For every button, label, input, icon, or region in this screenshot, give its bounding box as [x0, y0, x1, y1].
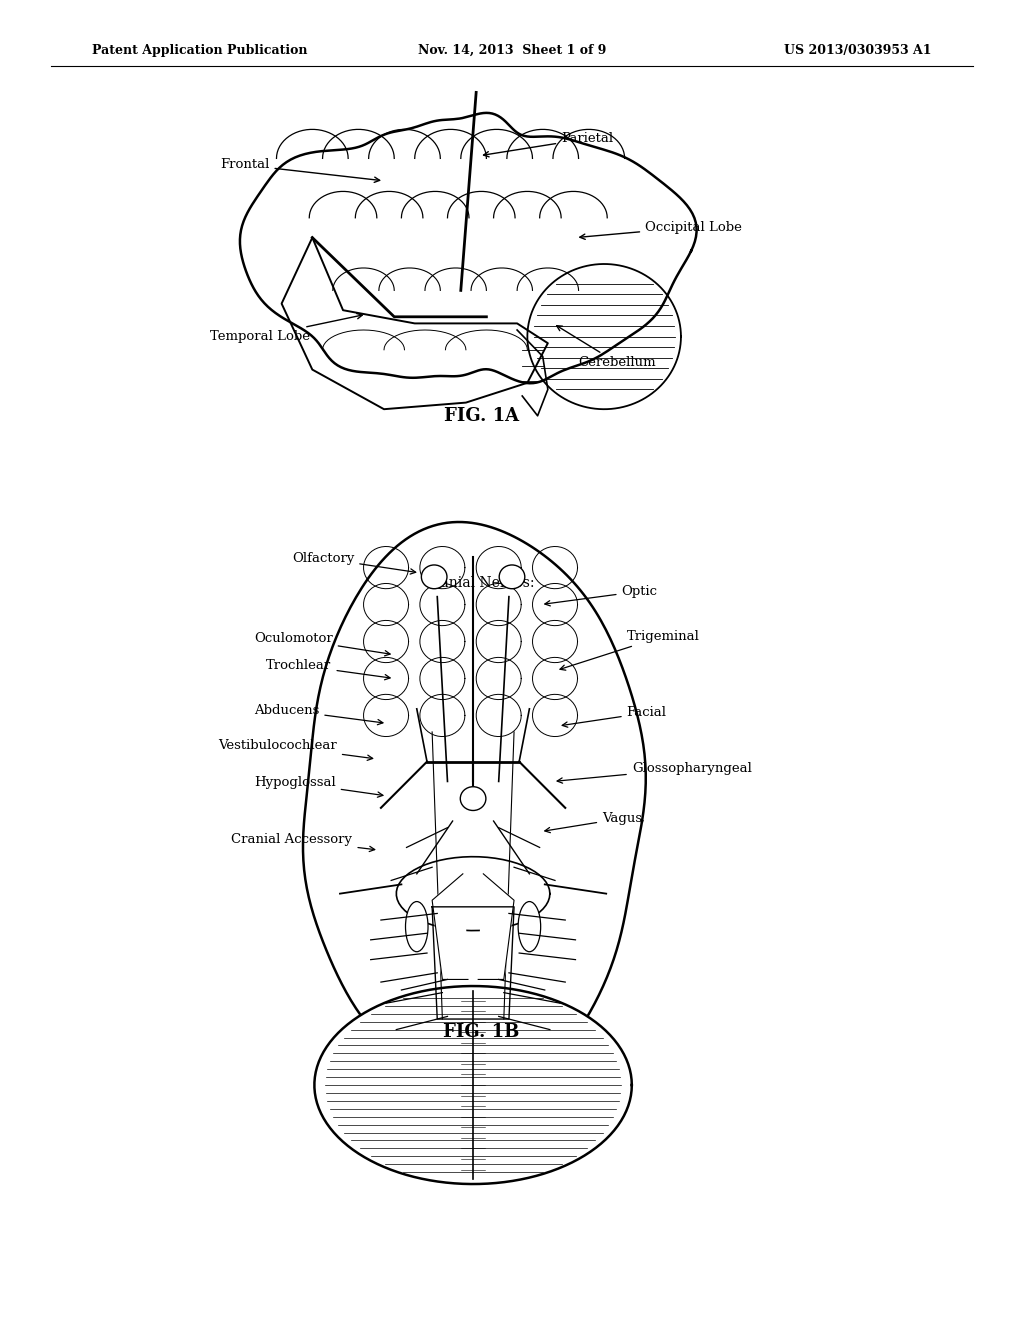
Text: Olfactory: Olfactory	[292, 552, 416, 574]
Ellipse shape	[518, 902, 541, 952]
Polygon shape	[282, 238, 548, 409]
Text: Cerebellum: Cerebellum	[557, 326, 656, 370]
Text: Vestibulocochlear: Vestibulocochlear	[218, 739, 373, 760]
Ellipse shape	[461, 787, 486, 810]
Polygon shape	[432, 874, 468, 979]
Text: Hypoglossal: Hypoglossal	[254, 776, 383, 797]
Ellipse shape	[500, 565, 524, 589]
Text: Oculomotor: Oculomotor	[254, 632, 390, 656]
Polygon shape	[396, 857, 550, 931]
Polygon shape	[314, 986, 632, 1184]
Text: Facial: Facial	[562, 706, 667, 727]
Text: Cranial Nerves:: Cranial Nerves:	[424, 577, 535, 590]
Text: Glossopharyngeal: Glossopharyngeal	[557, 762, 752, 783]
Text: Parietal: Parietal	[483, 132, 613, 157]
Text: Abducens: Abducens	[254, 704, 383, 725]
Text: FIG. 1A: FIG. 1A	[443, 407, 519, 425]
Ellipse shape	[422, 565, 447, 589]
Text: FIG. 1B: FIG. 1B	[443, 1023, 519, 1041]
Text: Cranial Accessory: Cranial Accessory	[231, 833, 375, 851]
Text: Optic: Optic	[545, 585, 657, 606]
Polygon shape	[478, 874, 514, 979]
Text: Vagus: Vagus	[545, 812, 642, 833]
Ellipse shape	[406, 902, 428, 952]
Text: US 2013/0303953 A1: US 2013/0303953 A1	[784, 44, 932, 57]
Text: Nov. 14, 2013  Sheet 1 of 9: Nov. 14, 2013 Sheet 1 of 9	[418, 44, 606, 57]
Polygon shape	[240, 114, 696, 383]
Text: Trigeminal: Trigeminal	[560, 630, 699, 671]
Text: Trochlear: Trochlear	[266, 659, 390, 680]
Polygon shape	[527, 264, 681, 409]
Text: Patent Application Publication: Patent Application Publication	[92, 44, 307, 57]
Polygon shape	[303, 521, 646, 1092]
Text: Occipital Lobe: Occipital Lobe	[580, 220, 742, 239]
Text: Frontal: Frontal	[220, 158, 380, 182]
Polygon shape	[432, 907, 514, 1019]
Text: Temporal Lobe: Temporal Lobe	[210, 314, 362, 343]
